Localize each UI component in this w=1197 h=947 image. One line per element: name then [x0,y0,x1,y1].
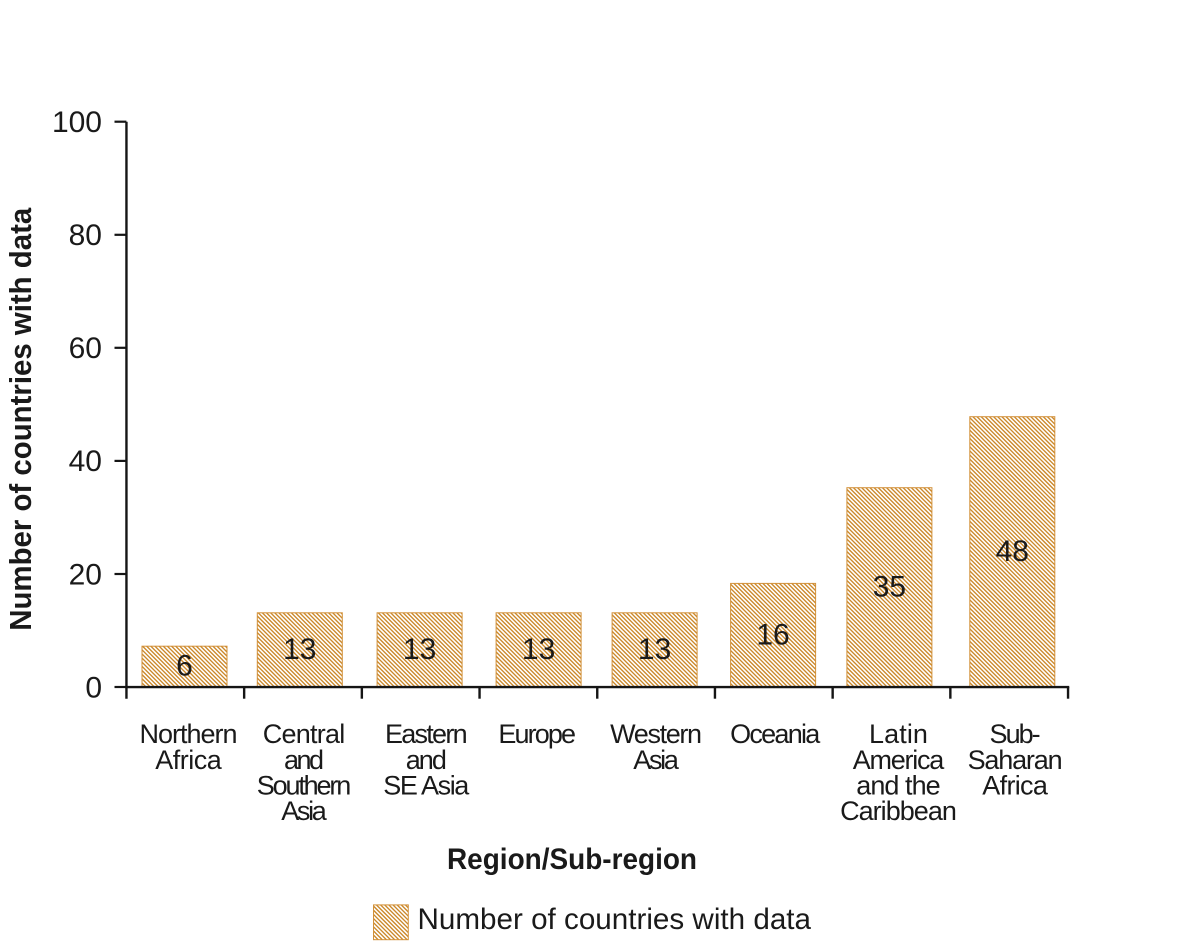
svg-text:20: 20 [69,558,102,591]
svg-text:and: and [406,745,447,775]
svg-text:Number of countries with data: Number of countries with data [418,903,812,936]
svg-text:100: 100 [52,106,102,139]
svg-text:Region/Sub-region: Region/Sub-region [447,843,697,876]
svg-text:80: 80 [69,219,102,252]
svg-text:Caribbean: Caribbean [840,796,957,826]
svg-text:6: 6 [176,650,193,683]
svg-text:Asia: Asia [633,745,680,775]
svg-text:Saharan: Saharan [968,745,1063,775]
svg-text:Europe: Europe [498,719,576,749]
svg-text:America: America [853,745,946,775]
svg-text:Southern: Southern [257,770,352,800]
svg-text:Number of countries with data: Number of countries with data [3,207,38,631]
svg-text:Africa: Africa [155,745,223,775]
svg-text:Western: Western [610,719,702,749]
svg-text:35: 35 [873,571,906,604]
svg-text:13: 13 [403,633,436,666]
svg-text:40: 40 [69,445,102,478]
svg-text:0: 0 [85,671,102,704]
svg-text:60: 60 [69,332,102,365]
svg-text:16: 16 [756,618,789,651]
svg-text:13: 13 [522,633,555,666]
svg-text:Oceania: Oceania [730,719,821,749]
svg-text:Northern: Northern [140,719,238,749]
svg-text:Central: Central [263,719,346,749]
svg-text:Sub-: Sub- [990,719,1041,749]
svg-text:Asia: Asia [281,796,328,826]
svg-text:48: 48 [996,535,1029,568]
svg-text:SE Asia: SE Asia [383,770,470,800]
svg-text:13: 13 [638,633,671,666]
svg-text:and: and [284,745,324,775]
svg-text:Latin: Latin [869,719,928,749]
svg-text:and the: and the [856,770,940,800]
svg-text:Africa: Africa [982,770,1049,800]
svg-text:Eastern: Eastern [385,719,468,749]
svg-text:13: 13 [283,633,316,666]
